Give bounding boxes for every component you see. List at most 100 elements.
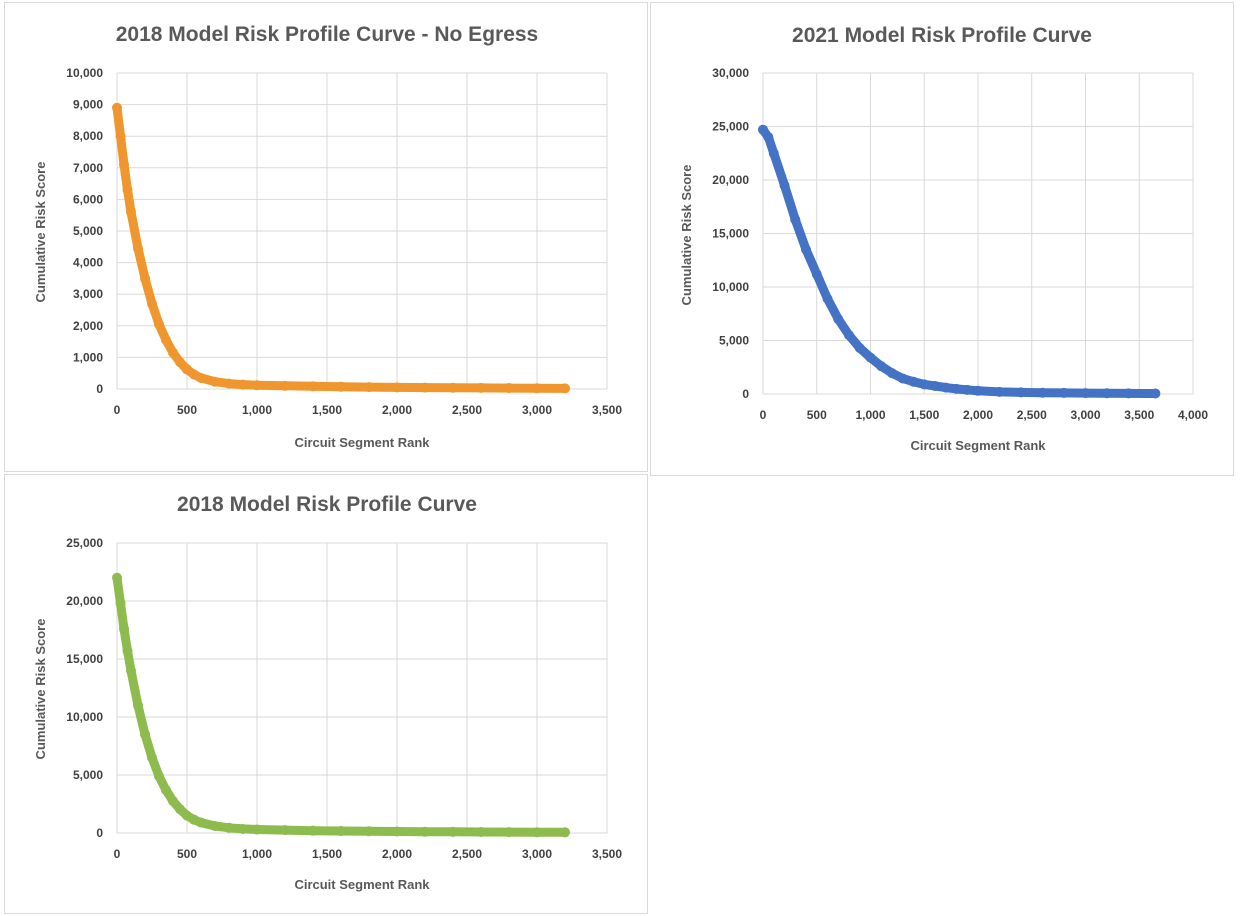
x-tick-label: 1,000 [242, 847, 272, 861]
data-point [994, 386, 1005, 397]
y-tick-label: 0 [96, 826, 103, 840]
data-point [161, 335, 171, 346]
data-point [238, 379, 248, 390]
data-point [133, 243, 143, 254]
data-point [930, 380, 940, 391]
x-tick-label: 500 [807, 408, 827, 422]
data-point [252, 824, 262, 835]
y-tick-label: 8,000 [73, 129, 103, 143]
y-axis-title: Cumulative Risk Score [679, 165, 694, 306]
data-point [560, 383, 570, 394]
data-point [147, 298, 157, 309]
y-tick-label: 10,000 [712, 280, 749, 294]
data-point [280, 380, 290, 391]
data-point [175, 804, 185, 815]
series-line [112, 573, 570, 837]
data-point [1123, 388, 1134, 399]
x-tick-label: 1,500 [312, 847, 342, 861]
x-axis-title: Circuit Segment Rank [294, 435, 430, 450]
data-point [133, 700, 143, 711]
data-point [973, 385, 983, 396]
data-point [504, 383, 514, 394]
data-point [112, 102, 122, 113]
x-tick-label: 4,000 [1178, 408, 1208, 422]
x-tick-label: 2,000 [382, 403, 412, 417]
x-tick-label: 2,500 [452, 847, 482, 861]
x-axis-title: Circuit Segment Rank [294, 877, 430, 892]
data-point [147, 752, 157, 763]
data-point [940, 382, 951, 393]
data-point [779, 180, 790, 191]
data-point [122, 184, 133, 195]
chart-title: 2018 Model Risk Profile Curve [177, 493, 477, 516]
x-axis-title: Circuit Segment Rank [910, 438, 1046, 453]
data-point [908, 376, 919, 387]
data-point [196, 372, 206, 383]
data-point [168, 796, 178, 807]
x-tick-label: 2,500 [452, 403, 482, 417]
data-point [865, 352, 876, 363]
y-tick-label: 2,000 [73, 319, 103, 333]
data-point [224, 822, 234, 833]
x-tick-label: 3,000 [522, 847, 552, 861]
data-point [112, 572, 122, 583]
data-point [126, 665, 136, 676]
y-tick-label: 5,000 [73, 768, 103, 782]
x-tick-label: 1,000 [855, 408, 885, 422]
data-point [238, 823, 248, 834]
data-point [364, 382, 374, 393]
data-point [532, 827, 542, 838]
y-tick-label: 5,000 [73, 224, 103, 238]
data-point [854, 342, 865, 353]
data-point [392, 826, 402, 837]
data-point [119, 623, 129, 634]
x-tick-label: 0 [114, 403, 121, 417]
data-point [1016, 387, 1026, 398]
x-tick-label: 3,500 [1124, 408, 1154, 422]
x-tick-label: 3,000 [1070, 408, 1100, 422]
series-line [112, 103, 570, 393]
x-tick-label: 0 [760, 408, 767, 422]
data-point [801, 244, 811, 255]
data-point [224, 378, 234, 389]
chart-svg-2018: 2018 Model Risk Profile Curve 0 500 1,000 1… [33, 493, 622, 892]
data-point [308, 825, 318, 836]
data-point [476, 826, 486, 837]
data-point [336, 826, 346, 837]
data-point [140, 729, 150, 740]
y-tick-label: 1,000 [73, 350, 103, 364]
data-point [420, 826, 430, 837]
data-point [876, 361, 887, 372]
data-point [833, 314, 844, 325]
data-point [962, 384, 973, 395]
data-point [951, 383, 962, 394]
x-tick-label: 0 [114, 847, 121, 861]
data-point [560, 827, 570, 838]
y-tick-label: 20,000 [712, 173, 749, 187]
data-point [161, 785, 171, 796]
x-tick-label: 3,000 [522, 403, 552, 417]
chart-svg-2018-no-egress: 2018 Model Risk Profile Curve - No Egres… [33, 23, 622, 450]
data-point [448, 826, 458, 837]
data-point [887, 368, 897, 379]
data-point [252, 380, 262, 391]
x-tick-label: 3,500 [592, 403, 622, 417]
x-tick-label: 500 [177, 847, 197, 861]
y-tick-label: 15,000 [712, 227, 749, 241]
series-line [758, 125, 1160, 398]
data-point [168, 347, 178, 358]
data-point [280, 825, 290, 836]
data-point [919, 379, 930, 390]
x-tick-label: 1,500 [312, 403, 342, 417]
data-point [115, 131, 126, 142]
data-point [210, 376, 220, 387]
data-point [115, 598, 126, 609]
data-point [154, 319, 164, 330]
y-tick-label: 0 [742, 387, 749, 401]
data-point [844, 330, 854, 341]
data-point [119, 159, 129, 170]
y-tick-label: 15,000 [66, 652, 103, 666]
x-tick-label: 2,000 [963, 408, 993, 422]
data-point [897, 373, 908, 384]
y-tick-label: 30,000 [712, 66, 749, 80]
